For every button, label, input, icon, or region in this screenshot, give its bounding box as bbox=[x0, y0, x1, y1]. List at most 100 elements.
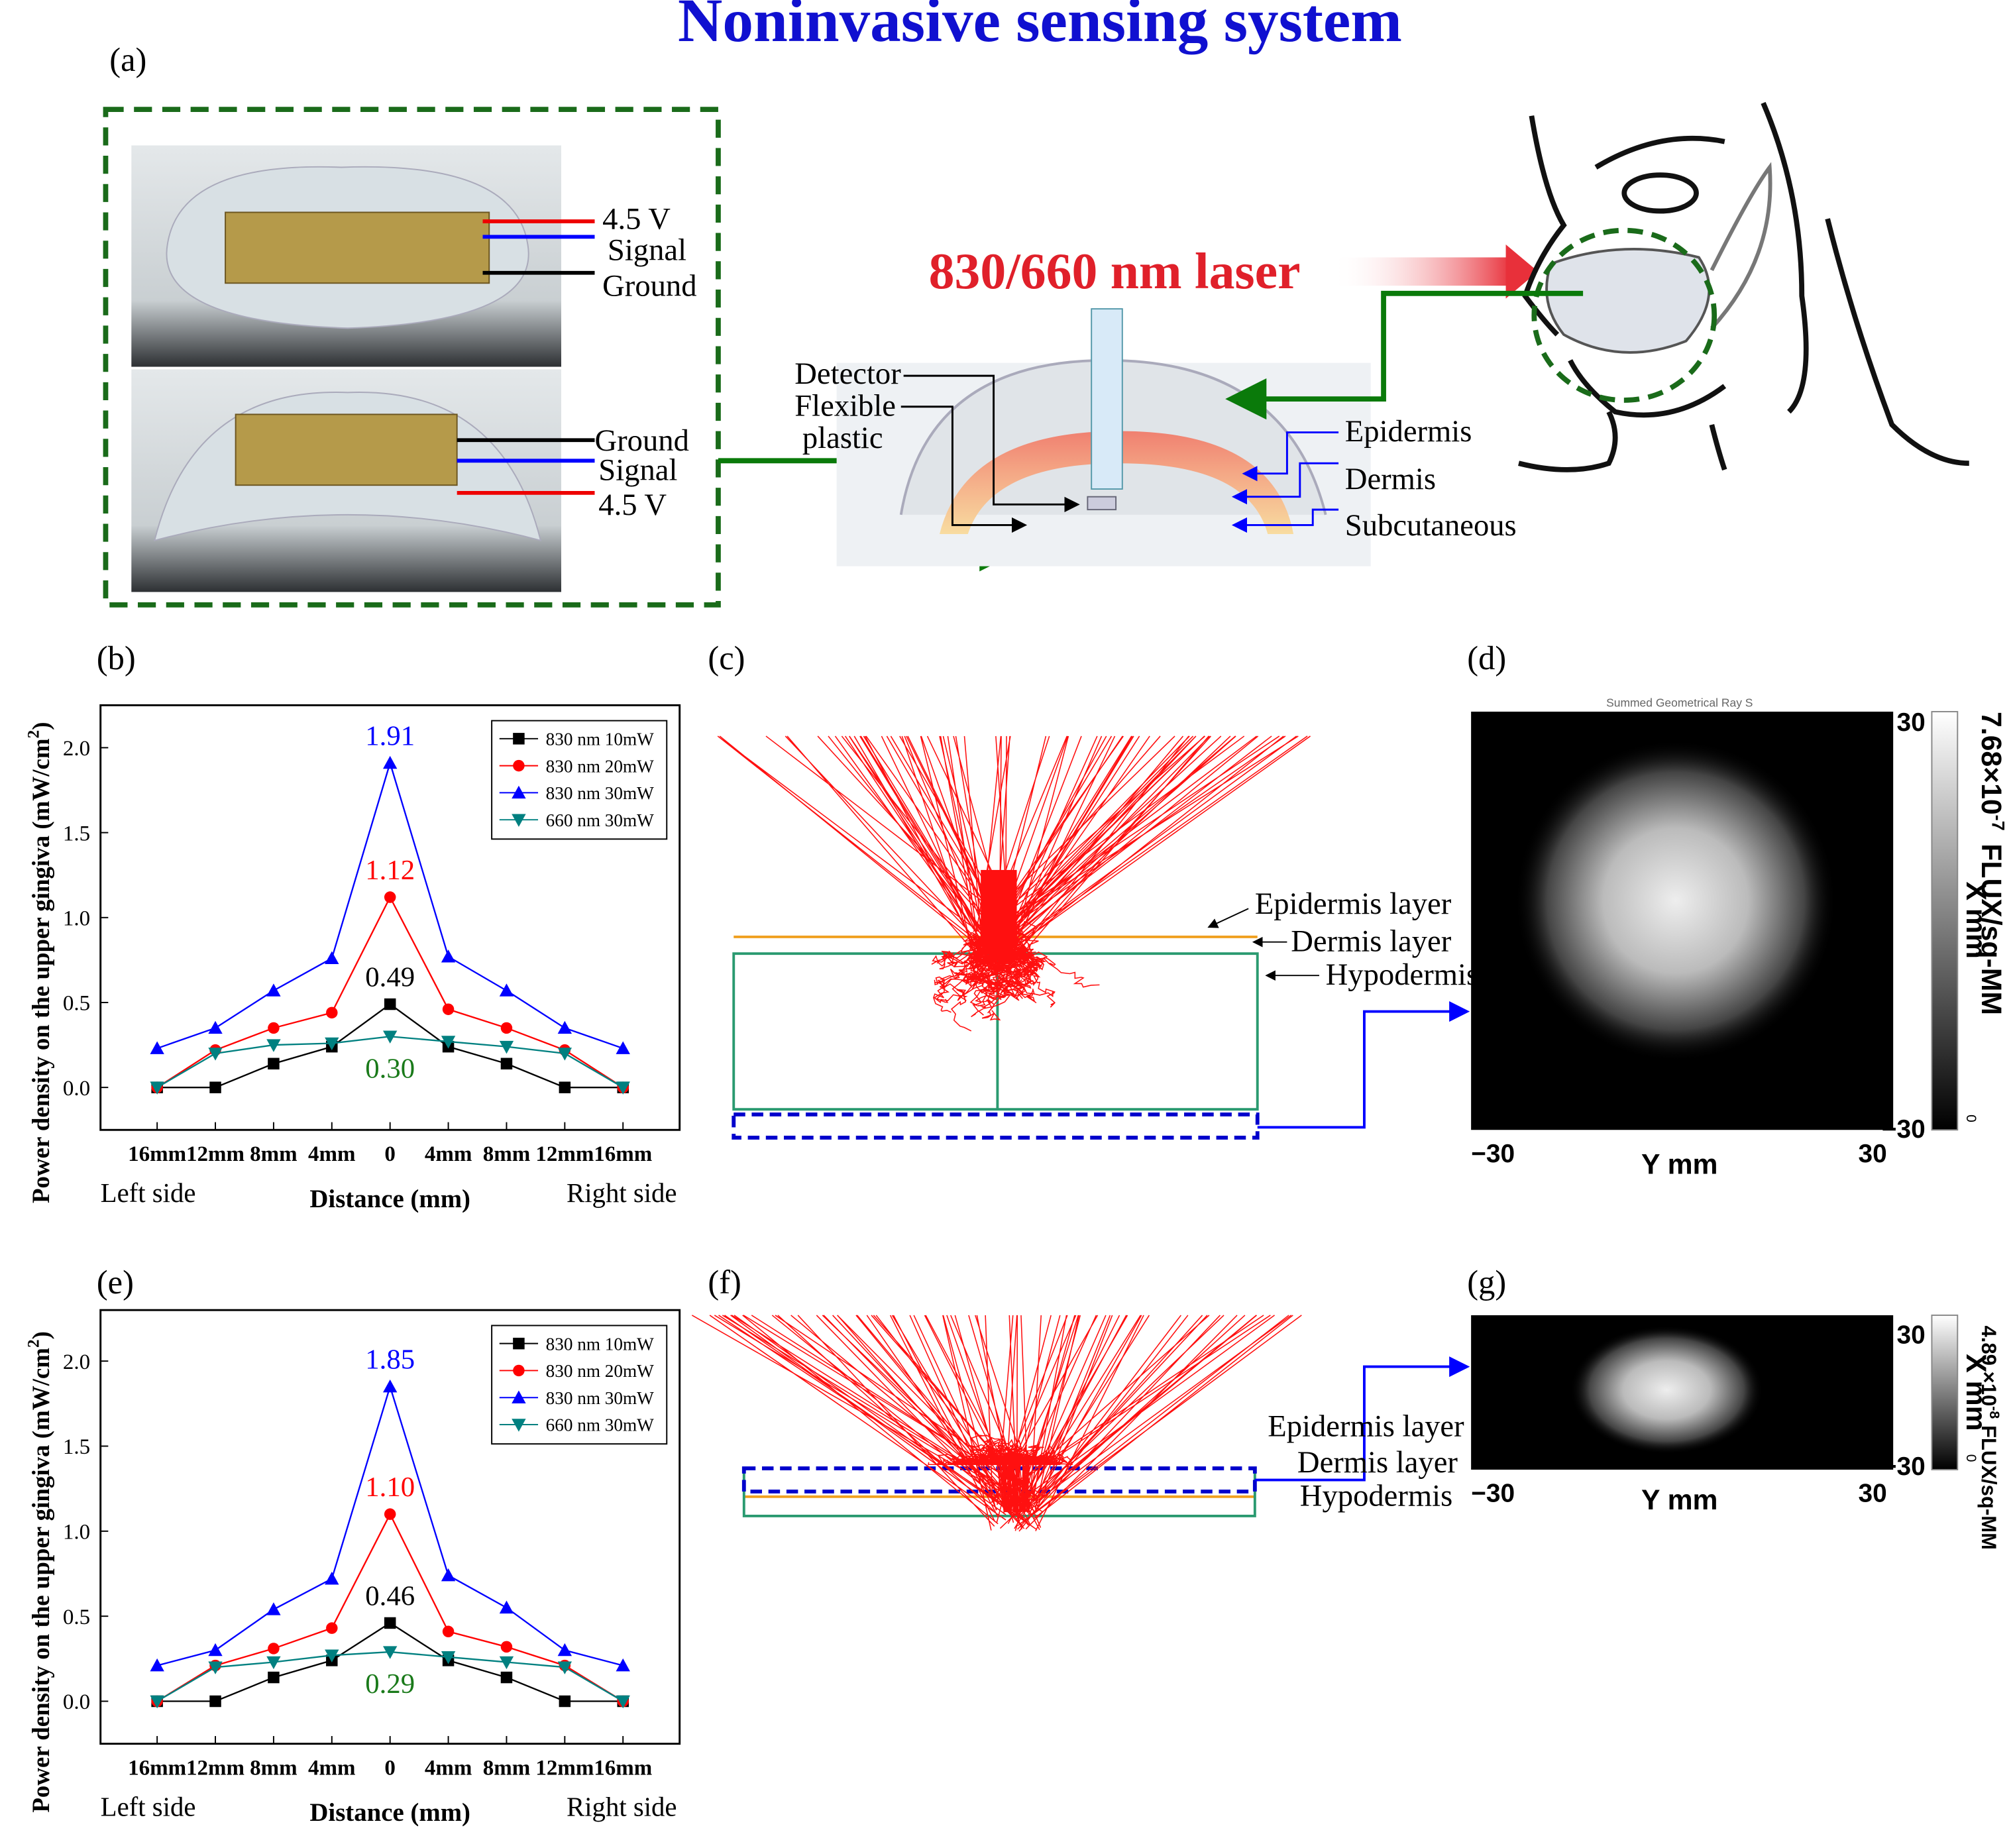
laser-arrow-head bbox=[1505, 245, 1539, 299]
y-tick-label: 1.0 bbox=[63, 906, 90, 930]
side-label: Left side bbox=[101, 1792, 196, 1821]
flexible-label: Flexible bbox=[794, 388, 896, 423]
marker bbox=[384, 1617, 396, 1629]
y-tick-label: 1.0 bbox=[63, 1520, 90, 1544]
marker bbox=[384, 1508, 396, 1520]
pointer bbox=[1207, 908, 1249, 928]
marker bbox=[268, 1671, 280, 1684]
marker bbox=[325, 1037, 339, 1051]
panel-f: Epidermis layer Dermis layer Hypodermis bbox=[691, 1315, 1470, 1532]
marker bbox=[384, 891, 396, 903]
plastic-label: plastic bbox=[802, 421, 883, 455]
x-axis-label: Distance (mm) bbox=[309, 1185, 470, 1213]
pointer bbox=[1231, 508, 1339, 533]
marker bbox=[499, 1040, 514, 1054]
marker bbox=[268, 1058, 280, 1070]
y-tick-label: 1.5 bbox=[63, 1435, 90, 1459]
y-tick-label: 2.0 bbox=[63, 737, 90, 761]
sensor-array bbox=[235, 413, 458, 486]
beam bbox=[1091, 308, 1123, 490]
panel-label: (a) bbox=[109, 41, 146, 78]
legend-label: 830 nm 30mW bbox=[546, 1388, 654, 1408]
marker bbox=[325, 1572, 339, 1585]
y-tick-label: 0.0 bbox=[63, 1690, 90, 1714]
marker bbox=[266, 1602, 281, 1615]
x-axis-label: Y mm bbox=[1641, 1148, 1718, 1180]
ray-paths bbox=[691, 1315, 1302, 1532]
marker bbox=[326, 1006, 338, 1019]
x-tick-label: 4mm bbox=[308, 1756, 355, 1780]
x-tick-label: 12mm bbox=[535, 1142, 594, 1166]
arrow bbox=[1257, 1001, 1470, 1129]
marker bbox=[616, 1695, 630, 1709]
x-tick-label: 16mm bbox=[594, 1142, 652, 1166]
rays bbox=[691, 1315, 1302, 1532]
marker bbox=[441, 950, 456, 963]
marker bbox=[383, 1646, 398, 1659]
marker bbox=[209, 1695, 221, 1708]
layer-label: Epidermis layer bbox=[1255, 887, 1452, 921]
legend-label: 830 nm 30mW bbox=[546, 783, 654, 803]
y-axis-label-end: ) bbox=[27, 722, 55, 730]
skin-layers bbox=[940, 431, 1294, 535]
x-tick-label: −30 bbox=[1471, 1140, 1515, 1168]
ray-bundle bbox=[981, 869, 1017, 948]
plot-title: Summed Geometrical Ray S bbox=[1606, 696, 1753, 709]
layer-label: Hypodermis bbox=[1326, 957, 1478, 992]
wire-label: Ground bbox=[594, 423, 688, 458]
x-tick-label: 8mm bbox=[250, 1756, 297, 1780]
sensor-array bbox=[225, 211, 490, 284]
photo-frame bbox=[103, 107, 721, 608]
layer-label: Dermis layer bbox=[1297, 1445, 1458, 1480]
marker bbox=[557, 1048, 572, 1061]
marker bbox=[442, 1003, 455, 1015]
marker bbox=[500, 1058, 513, 1070]
marker bbox=[513, 1364, 525, 1377]
x-tick-label: −30 bbox=[1471, 1480, 1515, 1508]
marker bbox=[150, 1041, 164, 1054]
value-label: 1.85 bbox=[365, 1344, 415, 1375]
y-tick-label: 0.5 bbox=[63, 1605, 90, 1629]
x-tick-label: 12mm bbox=[186, 1142, 245, 1166]
pointer bbox=[903, 374, 1080, 512]
value-label: 0.49 bbox=[365, 961, 415, 993]
layer-label: Epidermis bbox=[1345, 414, 1472, 449]
x-tick-label: 16mm bbox=[128, 1142, 186, 1166]
panel-label: (b) bbox=[97, 639, 136, 677]
y-tick-label: 2.0 bbox=[63, 1350, 90, 1374]
side-label: Left side bbox=[101, 1178, 196, 1208]
marker bbox=[559, 1695, 571, 1708]
colorbar bbox=[1931, 1314, 1959, 1470]
detector-plane bbox=[732, 1113, 1260, 1140]
pointer bbox=[1231, 462, 1339, 505]
y-axis-label: Power density on the upper gingiva (mW/c… bbox=[25, 1331, 55, 1813]
arrow bbox=[1225, 290, 1584, 420]
x-tick-label: 4mm bbox=[425, 1142, 472, 1166]
marker bbox=[512, 1390, 526, 1403]
laser-label: 830/660 nm laser bbox=[929, 243, 1301, 299]
panel-label: (e) bbox=[97, 1264, 134, 1301]
colorbar-exponent: -8 bbox=[1986, 1406, 2002, 1419]
y-axis-label-sup: 2 bbox=[25, 730, 42, 739]
marker bbox=[616, 1041, 630, 1054]
face-drawing bbox=[1518, 101, 1969, 472]
panel-d: Summed Geometrical Ray S 30 −30 −30 30 Y… bbox=[1471, 696, 2009, 1180]
marker bbox=[383, 755, 398, 769]
value-label: 0.46 bbox=[365, 1580, 415, 1611]
marker bbox=[499, 1600, 514, 1614]
marker bbox=[441, 1651, 456, 1664]
value-label: 1.12 bbox=[365, 855, 415, 886]
marker bbox=[150, 1658, 164, 1672]
y-axis-label: X mm bbox=[1960, 1354, 1992, 1431]
wire-label: 4.5 V bbox=[602, 202, 671, 237]
marker bbox=[266, 1656, 281, 1670]
strap bbox=[1710, 162, 1772, 330]
marker bbox=[500, 1671, 513, 1684]
x-tick-label: 4mm bbox=[425, 1756, 472, 1780]
wire-label: 4.5 V bbox=[598, 488, 667, 522]
colorbar-zero: 0 bbox=[1963, 1454, 1979, 1462]
marker bbox=[208, 1048, 223, 1061]
y-axis-label-main: Power density on the upper gingiva (mW/c… bbox=[27, 738, 55, 1203]
x-tick-label: 0 bbox=[384, 1142, 396, 1166]
